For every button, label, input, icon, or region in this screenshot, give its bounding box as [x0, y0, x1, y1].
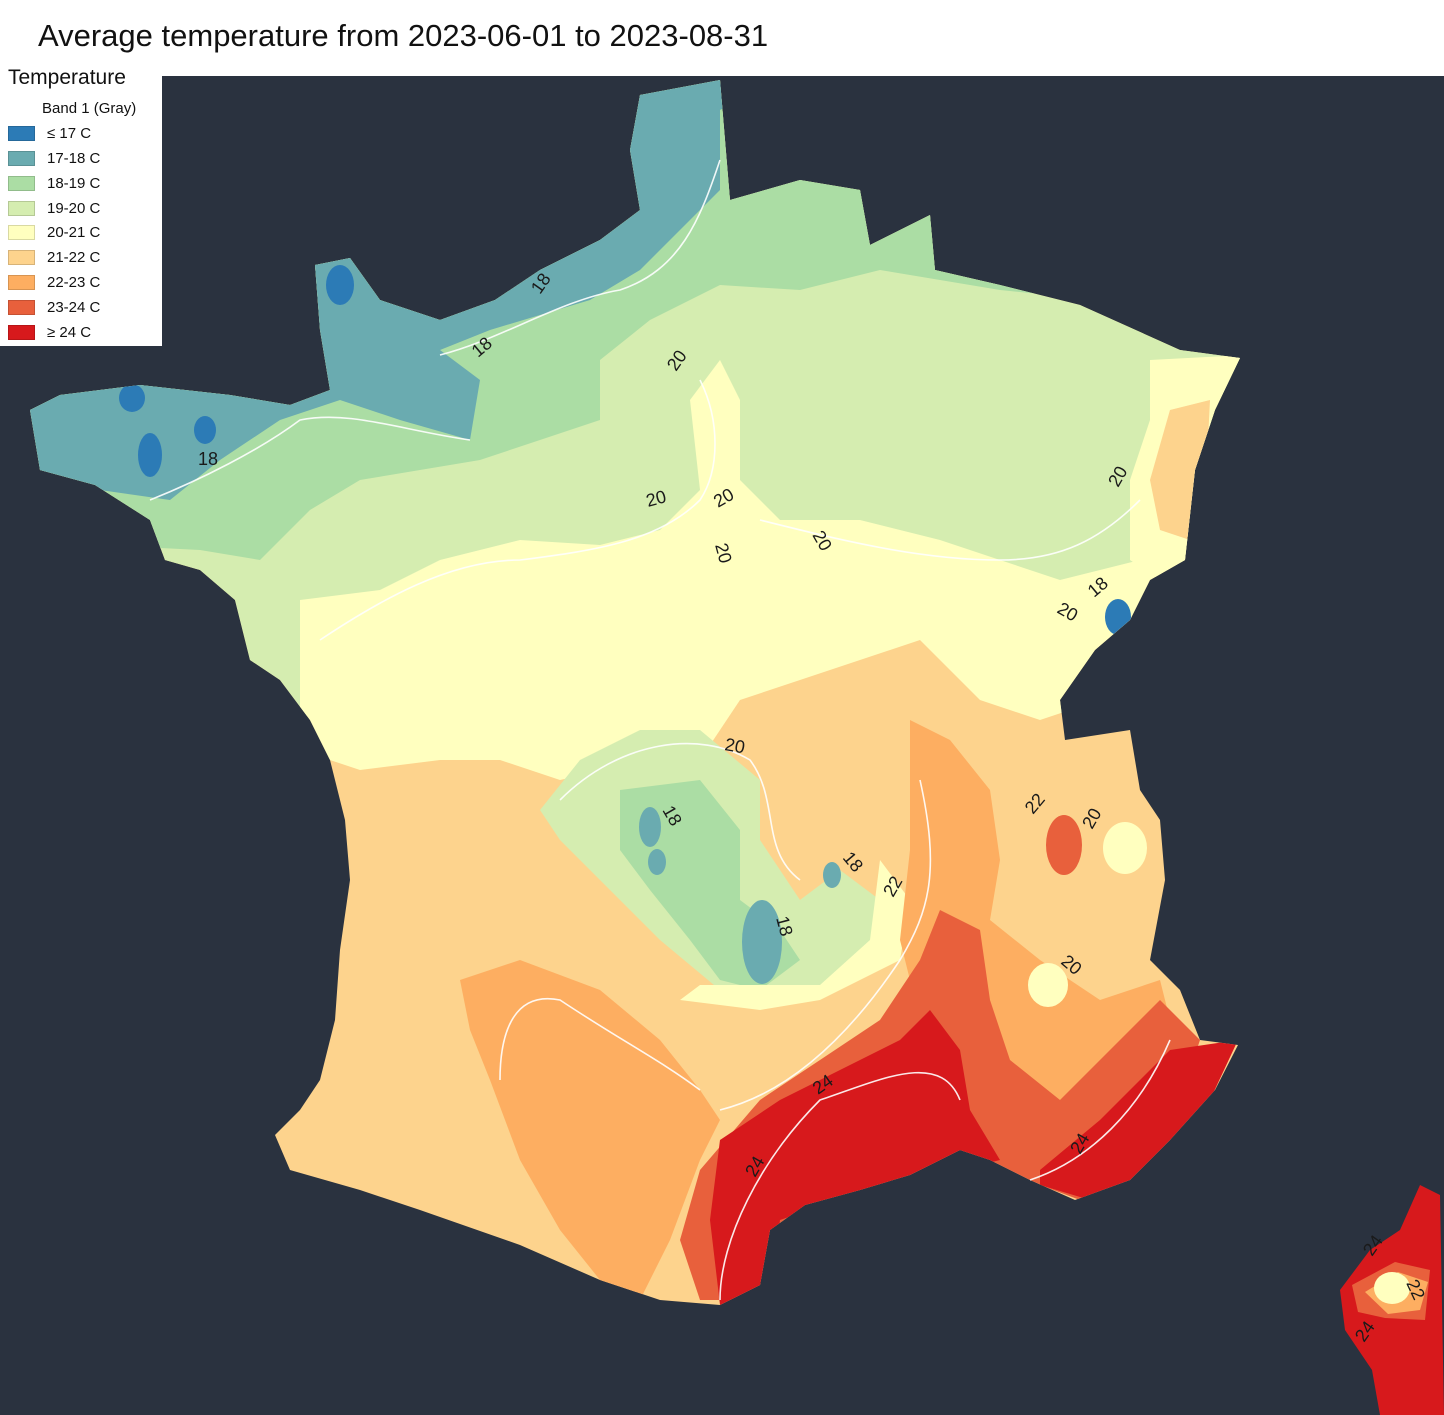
- legend-subtitle: Band 1 (Gray): [42, 100, 137, 117]
- contour-18-north: [439, 159, 721, 356]
- legend-panel: Temperature Band 1 (Gray) ≤ 17 C 17-18 C…: [0, 62, 162, 346]
- contour-24-coast: [719, 1071, 961, 1301]
- legend-label: ≤ 17 C: [47, 124, 92, 142]
- legend-item: 18-19 C: [8, 174, 100, 192]
- legend-title: Temperature: [8, 66, 126, 89]
- legend-label: 21-22 C: [47, 248, 101, 266]
- temperature-map: 18 18 18 20 20 20 20 20 20 18 20 20 18 1…: [30, 80, 1444, 1415]
- legend-swatch: [8, 274, 35, 290]
- contour-20-north: [319, 379, 716, 641]
- legend-swatch: [8, 200, 35, 216]
- legend-item: 19-20 C: [8, 199, 100, 217]
- mild-spot-alps: [1103, 822, 1147, 874]
- contour-label: 20: [723, 734, 746, 757]
- contour-18-brittany: [149, 416, 471, 501]
- mild-spot-provence: [1028, 963, 1068, 1007]
- zone-20-21-central: [680, 860, 910, 1010]
- legend-item: 17-18 C: [8, 149, 100, 167]
- hot-spot-rhone: [1046, 815, 1082, 875]
- cold-spot-brittany-1: [138, 433, 162, 477]
- legend-swatch: [8, 150, 35, 166]
- corsica-cool-zone: [1374, 1272, 1410, 1304]
- legend-item: 21-22 C: [8, 248, 100, 266]
- legend-label: ≥ 24 C: [47, 323, 92, 341]
- legend-item: 23-24 C: [8, 298, 100, 316]
- zone-24-plus: [710, 1010, 1000, 1305]
- legend-swatch: [8, 125, 35, 141]
- legend-item: ≤ 17 C: [8, 124, 91, 142]
- zone-22-23-west: [460, 960, 720, 1300]
- contour-label: 18: [198, 449, 218, 469]
- legend-swatch: [8, 175, 35, 191]
- zone-24-plus-east: [1040, 1040, 1238, 1200]
- contour-20-massif: [559, 742, 801, 881]
- legend-label: 17-18 C: [47, 149, 101, 167]
- cold-spot-brittany-2: [119, 384, 145, 412]
- map-area[interactable]: 18 18 18 20 20 20 20 20 20 18 20 20 18 1…: [0, 76, 1444, 1415]
- massif-spot-4: [823, 862, 841, 888]
- legend-label: 22-23 C: [47, 273, 101, 291]
- legend-label: 20-21 C: [47, 223, 101, 241]
- legend-item: 20-21 C: [8, 223, 100, 241]
- contour-20-east: [759, 499, 1141, 561]
- legend-swatch: [8, 249, 35, 265]
- massif-spot-1: [639, 807, 661, 847]
- legend-item: ≥ 24 C: [8, 323, 91, 341]
- map-title: Average temperature from 2023-06-01 to 2…: [38, 18, 769, 53]
- legend-swatch: [8, 299, 35, 315]
- legend-swatch: [8, 224, 35, 240]
- contour-lines: [149, 159, 1171, 1301]
- cold-spot-brittany-3: [194, 416, 216, 444]
- massif-spot-3: [742, 900, 782, 984]
- massif-spot-2: [648, 849, 666, 875]
- legend-label: 19-20 C: [47, 199, 101, 217]
- cool-spot-alps: [1105, 599, 1131, 635]
- contour-24-east: [1029, 1039, 1171, 1181]
- legend-swatch: [8, 324, 35, 340]
- legend-label: 23-24 C: [47, 298, 101, 316]
- cold-spot-cotentin: [326, 265, 354, 305]
- contour-22-west: [499, 997, 701, 1091]
- legend-label: 18-19 C: [47, 174, 101, 192]
- legend-item: 22-23 C: [8, 273, 100, 291]
- contour-22-rhone: [719, 779, 932, 1111]
- zone-20-21-north: [300, 360, 1220, 780]
